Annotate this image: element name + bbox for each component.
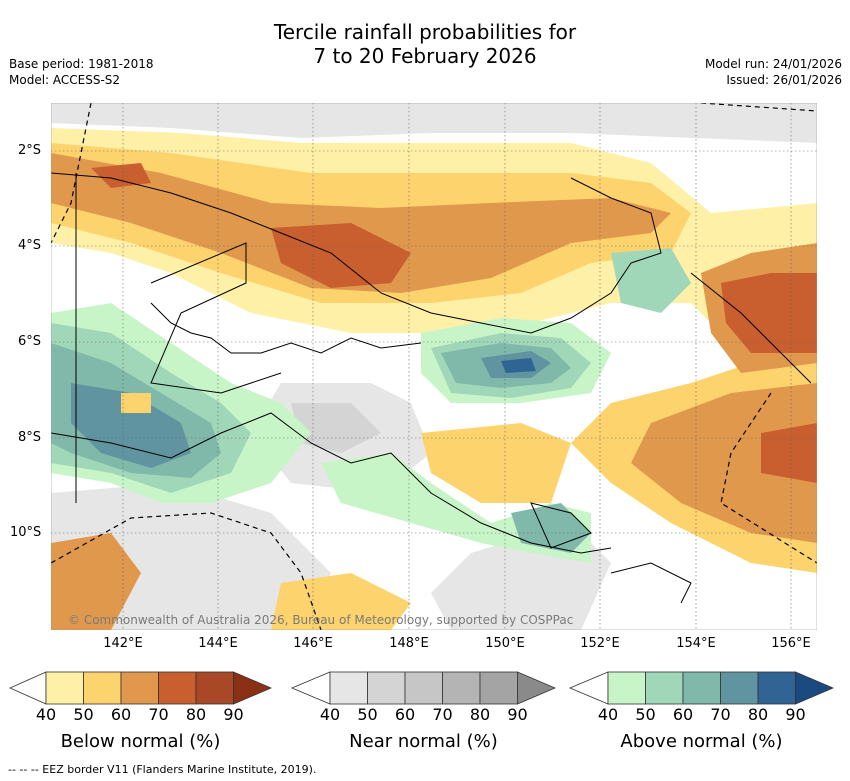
meta-right: Model run: 24/01/2026 Issued: 26/01/2026 (705, 56, 842, 88)
lon-label-144e: 144°E (198, 636, 238, 651)
near-normal-region (291, 403, 381, 453)
above-normal-region (121, 393, 151, 413)
below-normal-title: Below normal (%) (60, 731, 221, 752)
below-normal-region (91, 163, 151, 188)
below-tick: 70 (148, 705, 169, 724)
colorbar-above (568, 671, 835, 705)
above-tick: 40 (597, 705, 619, 724)
lon-label-154e: 154°E (676, 636, 716, 651)
issued-date: Issued: 26/01/2026 (726, 73, 842, 87)
near-tick: 60 (394, 705, 416, 724)
title-line-1: Tercile rainfall probabilities for (273, 20, 577, 44)
lat-label-2s: 2°S (18, 143, 42, 158)
eez-borders (51, 103, 817, 630)
above-normal-region (71, 383, 191, 468)
below-normal-region (421, 423, 571, 503)
model-name: Model: ACCESS-S2 (9, 73, 121, 87)
above-normal-region (611, 248, 691, 313)
below-normal-region (51, 153, 671, 293)
below-normal-region (631, 383, 817, 543)
near-tick: 40 (319, 705, 341, 724)
title-line-2: 7 to 20 February 2026 (313, 44, 537, 68)
near-tick: 80 (469, 705, 491, 724)
above-tick: 50 (635, 705, 656, 724)
meta-left: Base period: 1981-2018 Model: ACCESS-S2 (9, 56, 154, 88)
probability-map (51, 103, 817, 630)
colorbar-near (290, 671, 557, 705)
lat-label-10s: 10°S (10, 525, 42, 540)
above-tick: 80 (747, 705, 769, 724)
near-normal-region (51, 103, 817, 143)
below-tick: 50 (73, 705, 94, 724)
colorbar-below (9, 671, 273, 705)
lon-label-152e: 152°E (580, 636, 620, 651)
map-title: Tercile rainfall probabilities for 7 to … (0, 20, 850, 68)
lon-label-146e: 146°E (293, 636, 333, 651)
below-normal-region (761, 423, 817, 483)
lat-label-4s: 4°S (18, 238, 42, 253)
lon-label-142e: 142°E (103, 636, 143, 651)
lon-label-148e: 148°E (389, 636, 429, 651)
lon-label-156e: 156°E (771, 636, 811, 651)
below-normal-region (721, 273, 817, 353)
near-normal-title: Near normal (%) (349, 731, 498, 752)
above-normal-region (501, 358, 536, 373)
near-tick: 50 (357, 705, 378, 724)
above-tick: 60 (672, 705, 694, 724)
base-period: Base period: 1981-2018 (9, 57, 154, 71)
colorbars (9, 671, 835, 705)
below-tick: 40 (35, 705, 57, 724)
coastlines (51, 172, 812, 604)
model-run: Model run: 24/01/2026 (704, 57, 842, 71)
below-tick: 60 (110, 705, 132, 724)
below-tick: 80 (185, 705, 207, 724)
lon-label-150e: 150°E (485, 636, 525, 651)
lat-label-8s: 8°S (18, 430, 42, 445)
below-tick: 90 (223, 705, 244, 724)
near-tick: 70 (432, 705, 453, 724)
above-normal-title: Above normal (%) (620, 731, 783, 752)
below-normal-region (51, 533, 141, 630)
eez-footnote: -- -- -- EEZ border V11 (Flanders Marine… (8, 763, 317, 776)
above-tick: 90 (785, 705, 806, 724)
near-tick: 90 (507, 705, 528, 724)
above-tick: 70 (710, 705, 731, 724)
lat-label-6s: 6°S (18, 334, 42, 349)
below-normal-region (271, 223, 411, 288)
map-copyright: © Commonwealth of Australia 2026, Bureau… (68, 613, 574, 627)
